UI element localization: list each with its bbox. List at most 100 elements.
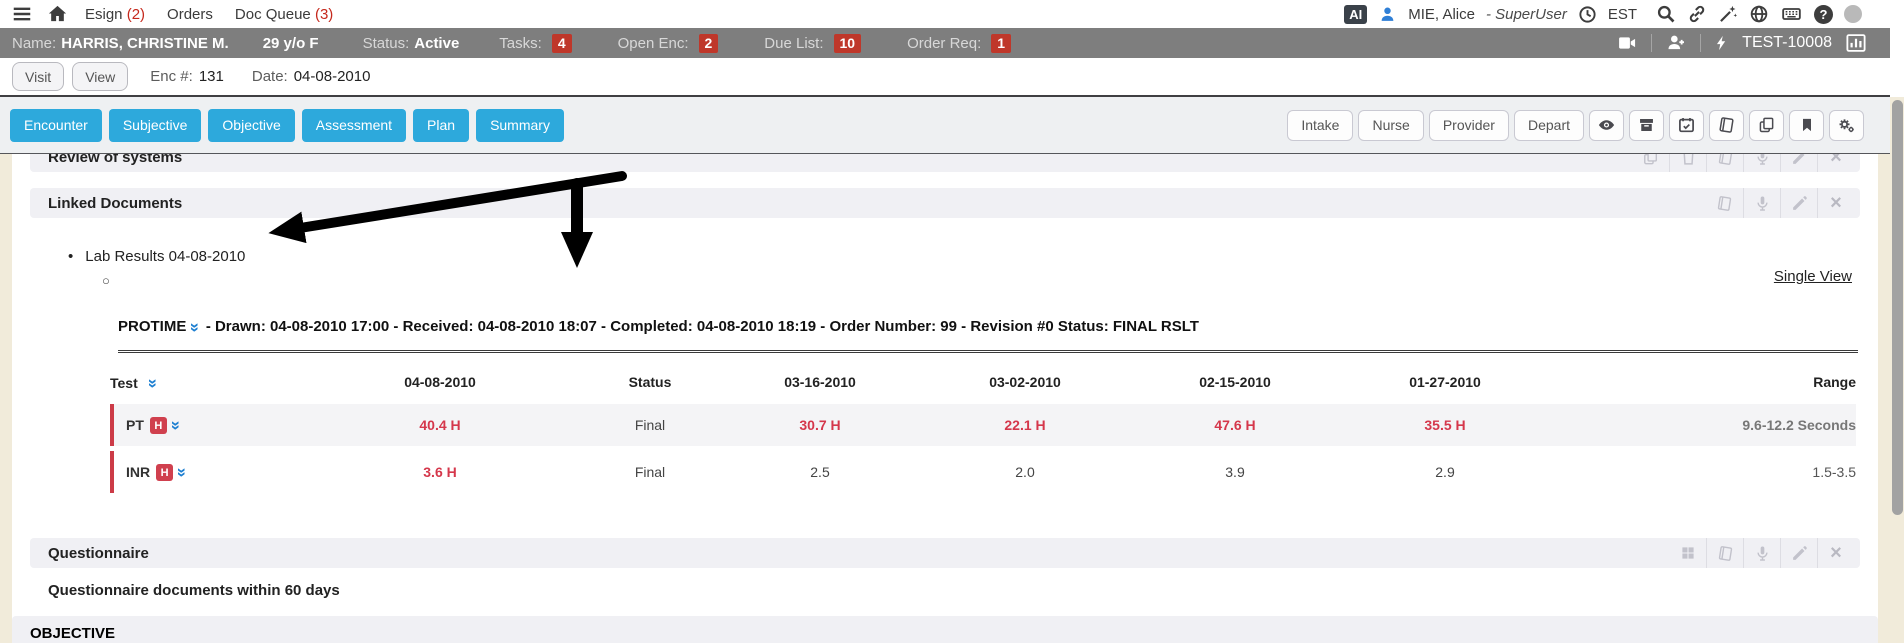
- open-enc-count-badge: 2: [698, 33, 719, 53]
- pencil-icon[interactable]: [1780, 538, 1817, 568]
- bookmark-icon[interactable]: [1789, 109, 1824, 141]
- wand-icon[interactable]: [1718, 4, 1738, 24]
- video-camera-icon[interactable]: [1615, 33, 1639, 53]
- due-list-count-badge: 10: [833, 33, 862, 53]
- section-title: Linked Documents: [48, 194, 183, 212]
- pencil-icon[interactable]: [1780, 188, 1817, 218]
- eye-icon[interactable]: [1589, 109, 1624, 141]
- open-enc-counter[interactable]: Open Enc: 2: [618, 33, 719, 53]
- section-title: OBJECTIVE: [30, 625, 116, 642]
- home-icon[interactable]: [46, 3, 69, 25]
- archive-icon[interactable]: [1629, 109, 1664, 141]
- high-flag-badge: H: [156, 464, 174, 482]
- tab-visit[interactable]: Visit: [12, 62, 65, 91]
- link-icon[interactable]: [1687, 4, 1707, 24]
- section-linked-documents: Linked Documents ×: [30, 188, 1860, 218]
- nav-button-objective[interactable]: Objective: [208, 108, 295, 142]
- menu-item-orders[interactable]: Orders: [167, 5, 213, 23]
- close-icon[interactable]: ×: [1817, 154, 1854, 172]
- encounter-bar: Visit View Enc #: 131 Date: 04-08-2010: [0, 58, 1890, 97]
- nav-button-assessment[interactable]: Assessment: [301, 108, 407, 142]
- questionnaire-body: Questionnaire documents within 60 days: [48, 582, 340, 599]
- divider: [1651, 34, 1653, 52]
- divider: [1700, 34, 1702, 52]
- section-questionnaire: Questionnaire ×: [30, 538, 1860, 568]
- table-header-row: Test » 04-08-2010 Status 03-16-2010 03-0…: [110, 365, 1856, 399]
- stage-button-depart[interactable]: Depart: [1513, 109, 1584, 141]
- hamburger-menu-icon[interactable]: [10, 3, 34, 25]
- scrollbar-thumb[interactable]: [1892, 100, 1903, 515]
- order-req-counter[interactable]: Order Req: 1: [907, 33, 1012, 53]
- result-value: 30.7 H: [720, 404, 920, 446]
- encounter-meta: Enc #: 131 Date: 04-08-2010: [150, 68, 371, 85]
- grid-icon[interactable]: [1669, 538, 1706, 568]
- stage-button-nurse[interactable]: Nurse: [1358, 109, 1424, 141]
- help-icon[interactable]: ?: [1814, 4, 1833, 24]
- clock-icon[interactable]: [1578, 5, 1597, 24]
- chevron-down-icon[interactable]: »: [186, 322, 206, 331]
- close-icon[interactable]: ×: [1817, 538, 1854, 568]
- chart-toolbar: Encounter Subjective Objective Assessmen…: [0, 97, 1890, 154]
- lightning-icon[interactable]: [1713, 33, 1730, 53]
- result-status: Final: [580, 404, 720, 446]
- chart-id: TEST-10008: [1742, 34, 1832, 51]
- lab-order-header: PROTIME » - Drawn: 04-08-2010 17:00 - Re…: [118, 318, 1199, 335]
- result-value: 2.5: [810, 464, 830, 480]
- search-icon[interactable]: [1656, 4, 1676, 24]
- stage-button-intake[interactable]: Intake: [1287, 109, 1354, 141]
- menu-item-doc-queue[interactable]: Doc Queue (3): [234, 5, 334, 23]
- trash-icon[interactable]: [1669, 154, 1706, 172]
- column-header-test: Test »: [110, 374, 163, 391]
- copy-icon[interactable]: [1749, 109, 1784, 141]
- pencil-icon[interactable]: [1780, 154, 1817, 172]
- result-value: 40.4 H: [300, 404, 580, 446]
- user-role: - SuperUser: [1485, 5, 1567, 23]
- document-link[interactable]: Lab Results 04-08-2010: [85, 248, 246, 265]
- tasks-counter[interactable]: Tasks: 4: [499, 33, 572, 53]
- nav-button-plan[interactable]: Plan: [413, 108, 470, 142]
- order-meta: - Drawn: 04-08-2010 17:00 - Received: 04…: [205, 318, 1199, 335]
- keyboard-icon[interactable]: [1780, 4, 1803, 24]
- stage-button-provider[interactable]: Provider: [1428, 109, 1509, 141]
- microphone-icon[interactable]: [1743, 188, 1780, 218]
- microphone-icon[interactable]: [1743, 154, 1780, 172]
- microphone-icon[interactable]: [1743, 538, 1780, 568]
- calendar-check-icon[interactable]: [1669, 109, 1704, 141]
- result-value: 3.9: [1225, 464, 1245, 480]
- add-person-icon[interactable]: [1664, 33, 1688, 53]
- book-icon[interactable]: [1706, 538, 1743, 568]
- copy-icon[interactable]: [1632, 154, 1669, 172]
- nav-button-encounter[interactable]: Encounter: [10, 108, 102, 142]
- ai-badge[interactable]: AI: [1344, 4, 1368, 24]
- chevron-down-icon[interactable]: »: [173, 467, 193, 475]
- column-header-status: Status: [628, 374, 672, 390]
- result-value: 2.9: [1435, 464, 1455, 480]
- table-row-inr: INR H» 3.6 H Final 2.5 2.0 3.9 2.9 1.5-3.…: [110, 451, 1856, 493]
- bar-chart-icon[interactable]: [1844, 32, 1868, 54]
- nav-button-subjective[interactable]: Subjective: [108, 108, 202, 142]
- column-header-date: 02-15-2010: [1199, 374, 1271, 390]
- due-list-counter[interactable]: Due List: 10: [764, 33, 862, 53]
- presence-icon[interactable]: [1844, 5, 1862, 23]
- user-name[interactable]: MIE, Alice: [1408, 5, 1475, 23]
- patient-status: Status: Active: [362, 34, 460, 52]
- single-view-link[interactable]: Single View: [1773, 268, 1852, 285]
- note-content: Review of systems × Linked Documents: [12, 154, 1878, 643]
- menu-item-esign[interactable]: Esign (2): [85, 5, 146, 23]
- result-status: Final: [634, 464, 666, 480]
- book-icon[interactable]: [1706, 188, 1743, 218]
- encounter-date: 04-08-2010: [293, 68, 371, 85]
- user-icon: [1378, 5, 1397, 24]
- tasks-count-badge: 4: [551, 33, 572, 53]
- book-icon[interactable]: [1706, 154, 1743, 172]
- gears-icon[interactable]: [1829, 109, 1864, 141]
- test-name: INR: [126, 463, 151, 480]
- close-icon[interactable]: ×: [1817, 188, 1854, 218]
- tab-view[interactable]: View: [72, 62, 129, 91]
- nav-button-summary[interactable]: Summary: [476, 108, 564, 142]
- chevron-down-icon[interactable]: »: [167, 420, 187, 428]
- chevron-down-icon[interactable]: »: [143, 378, 163, 386]
- globe-icon[interactable]: [1749, 4, 1769, 24]
- book-icon[interactable]: [1709, 109, 1744, 141]
- result-range: 9.6-12.2 Seconds: [1550, 404, 1856, 446]
